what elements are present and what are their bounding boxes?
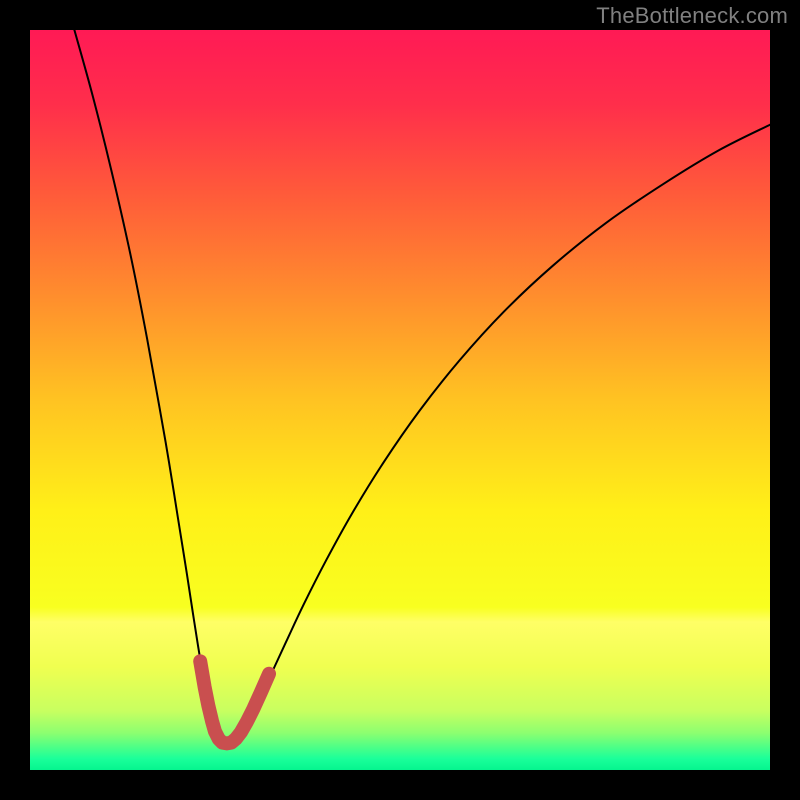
gradient-background	[30, 30, 770, 770]
watermark-label: TheBottleneck.com	[596, 3, 788, 29]
bottleneck-curve-chart	[30, 30, 770, 770]
outer-frame: TheBottleneck.com	[0, 0, 800, 800]
plot-area	[30, 30, 770, 770]
